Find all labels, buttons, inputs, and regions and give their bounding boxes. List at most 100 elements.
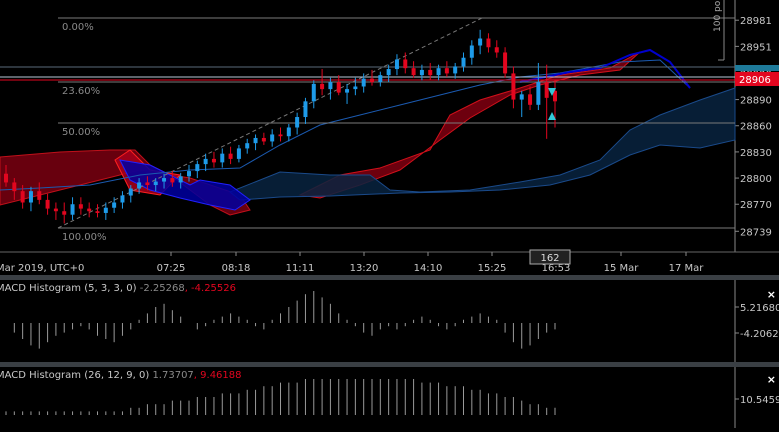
price-tick-label: 28890	[740, 96, 772, 107]
candle-body	[162, 178, 167, 182]
macd-panel-1[interactable]: MACD Histogram (5, 3, 3, 0) -2.25268, -4…	[0, 280, 779, 362]
candle-body	[236, 148, 241, 159]
candle-body	[95, 211, 100, 213]
macd-panel-1-canvas: MACD Histogram (5, 3, 3, 0) -2.25268, -4…	[0, 280, 779, 362]
cloud-bull-area	[229, 87, 736, 201]
ruler-label: 100 points	[713, 0, 723, 32]
candle-body	[195, 164, 200, 172]
candle-body	[12, 182, 17, 192]
candle-body	[253, 137, 258, 144]
candle-body	[220, 153, 225, 163]
fib-trendline	[57, 17, 483, 229]
candle-body	[270, 134, 275, 142]
candle-body	[311, 83, 316, 102]
cloud-bull-area	[119, 159, 251, 211]
time-tick-label: 17 Mar	[669, 263, 705, 274]
candle-body	[353, 86, 358, 90]
panel-tick-label: -4.20620	[740, 329, 779, 340]
candle-body	[519, 94, 524, 100]
candle-body	[361, 78, 366, 87]
candle-body	[170, 178, 175, 183]
close-macd-2-icon[interactable]: ×	[766, 373, 776, 386]
fib-level-label: 100.00%	[62, 232, 107, 243]
candle-body	[53, 208, 58, 212]
time-tick-label: 16:53	[542, 263, 571, 274]
close-macd-1-icon[interactable]: ×	[766, 288, 776, 301]
price-tick-label: 28800	[740, 174, 772, 185]
candle-body	[278, 134, 283, 137]
candle-body	[444, 68, 449, 74]
candle-body	[528, 94, 533, 105]
candle-body	[461, 57, 466, 67]
candle-body	[187, 171, 191, 177]
candle-body	[419, 69, 424, 76]
buy-marker-icon	[548, 112, 556, 120]
panel-tick-label: 10.54590	[740, 395, 779, 406]
panel-separator[interactable]	[0, 362, 779, 367]
time-tick-label: Mar 2019, UTC+0	[0, 263, 84, 274]
candle-body	[536, 82, 541, 105]
candle-body	[386, 69, 391, 76]
price-tick-label: 28770	[740, 200, 772, 211]
time-tick-label: 08:18	[222, 263, 251, 274]
candle-body	[137, 182, 142, 189]
candle-body	[320, 83, 325, 90]
panel-separator[interactable]	[0, 275, 779, 280]
candle-body	[411, 68, 416, 76]
candle-body	[453, 66, 458, 74]
price-chart[interactable]: 2898128951289202889028860288302880028770…	[0, 0, 779, 275]
candle-body	[403, 59, 408, 69]
candle-body	[295, 117, 300, 128]
time-tick-label: 15:25	[478, 263, 507, 274]
candle-body	[486, 38, 491, 48]
price-tick-label: 28981	[740, 16, 772, 27]
candle-body	[245, 143, 250, 149]
candle-body	[336, 82, 341, 93]
kijun-line	[0, 59, 691, 191]
candle-body	[145, 182, 150, 186]
tenkan-line	[519, 48, 691, 89]
candle-body	[120, 195, 125, 203]
fib-level-label: 0.00%	[62, 22, 94, 33]
candle-body	[103, 207, 108, 213]
candle-body	[394, 59, 399, 70]
candle-body	[303, 101, 308, 118]
candle-body	[4, 173, 8, 183]
price-tick-label: 28860	[740, 122, 772, 133]
time-tick-label: 11:11	[286, 263, 315, 274]
candle-body	[503, 52, 508, 74]
current-price-badge	[735, 72, 779, 86]
candle-body	[45, 199, 50, 209]
candle-body	[469, 45, 474, 58]
candle-body	[511, 73, 516, 100]
candle-body	[128, 188, 133, 196]
indicator-title: MACD Histogram (26, 12, 9, 0) 1.73707, 9…	[0, 370, 242, 381]
candle-body	[70, 204, 75, 215]
candle-body	[345, 89, 350, 93]
candle-body	[211, 158, 216, 163]
candle-body	[494, 47, 499, 53]
macd-panel-2[interactable]: MACD Histogram (26, 12, 9, 0) 1.73707, 9…	[0, 367, 779, 428]
bar-count-badge	[529, 249, 571, 265]
price-tick-label: 28830	[740, 148, 772, 159]
candle-body	[78, 204, 83, 209]
price-tick-label: 28951	[740, 42, 772, 53]
time-tick-label: 07:25	[157, 263, 186, 274]
candle-body	[436, 68, 441, 76]
time-tick-label: 15 Mar	[604, 263, 640, 274]
candle-body	[28, 191, 33, 203]
candle-body	[228, 153, 233, 159]
macd-panel-2-canvas: MACD Histogram (26, 12, 9, 0) 1.73707, 9…	[0, 367, 779, 428]
candle-body	[203, 158, 208, 165]
fib-level-label: 23.60%	[62, 86, 100, 97]
cloud-bear-area	[0, 149, 251, 216]
time-tick-label: 13:20	[350, 263, 379, 274]
candle-body	[478, 38, 483, 46]
current-price-label: 28906	[739, 75, 771, 86]
candle-body	[153, 181, 158, 186]
candle-body	[37, 191, 42, 200]
price-tag	[735, 65, 779, 71]
candle-body	[553, 90, 557, 102]
price-chart-canvas[interactable]: 2898128951289202889028860288302880028770…	[0, 0, 779, 275]
candle-body	[20, 191, 25, 203]
